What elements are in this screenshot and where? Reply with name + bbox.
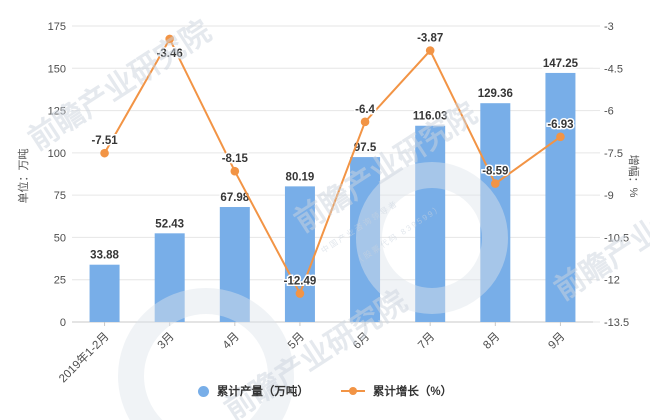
trend-point [491, 179, 500, 188]
right-axis-tick-label: -13.5 [604, 317, 629, 329]
legend-item-growth[interactable]: 累计增长（%） [340, 383, 453, 399]
legend-label-growth: 累计增长（%） [372, 386, 453, 398]
x-axis-tick-label: 9月 [546, 331, 567, 352]
legend-item-production[interactable]: 累计产量（万吨） [197, 383, 309, 399]
trend-point [165, 34, 174, 44]
right-axis-tick-label: -6 [604, 106, 614, 118]
x-axis-tick-label: 5月 [286, 331, 307, 352]
bar [89, 264, 120, 322]
right-axis-tick-label: -7.5 [604, 148, 623, 160]
x-axis-tick-label: 7月 [416, 331, 437, 352]
right-axis-tick-label: -10.5 [604, 232, 629, 244]
right-axis-title: 增幅：% [627, 154, 639, 198]
bar [415, 125, 446, 322]
bar [480, 103, 511, 322]
bar-value-label: 33.88 [90, 250, 119, 262]
trend-point [230, 166, 240, 176]
bar [284, 186, 315, 322]
left-axis-title: 单位：万吨 [18, 148, 30, 204]
trend-value-label: -3.46 [157, 48, 183, 60]
trend-point [425, 46, 435, 55]
trend-point [295, 289, 305, 298]
right-axis-tick-label: -3 [604, 21, 614, 33]
left-axis-tick-label: 150 [48, 63, 66, 75]
legend: 累计产量（万吨） 累计增长（%） [0, 383, 650, 399]
bar-value-label: 80.19 [286, 171, 315, 183]
x-axis-tick-label: 3月 [156, 331, 177, 352]
right-axis-tick-label: -9 [604, 190, 614, 202]
bar-value-label: 147.25 [543, 58, 579, 70]
left-axis-tick-label: 125 [48, 106, 66, 118]
trend-value-label: -7.51 [91, 135, 118, 147]
trend-point [100, 148, 109, 158]
x-axis-tick-label: 4月 [221, 331, 242, 352]
bar [350, 157, 381, 322]
trend-line [103, 36, 562, 296]
left-axis-tick-label: 50 [54, 232, 66, 244]
trend-value-label: -8.15 [222, 153, 249, 165]
bar [154, 233, 185, 322]
x-axis-tick-label: 2019年1-2月 [56, 329, 112, 385]
trend-point [556, 132, 565, 142]
legend-label-production: 累计产量（万吨） [216, 386, 309, 398]
bar-value-label: 116.03 [413, 111, 448, 123]
trend-value-label: -6.4 [355, 104, 375, 116]
right-axis-tick-label: -4.5 [604, 63, 623, 75]
bar-value-label: 97.5 [354, 142, 377, 154]
right-axis-tick-label: -12 [604, 275, 620, 287]
x-axis-tick-label: 6月 [351, 331, 372, 352]
left-axis-tick-label: 100 [48, 148, 66, 160]
left-axis-tick-label: 25 [54, 275, 66, 287]
bar [219, 207, 250, 322]
trend-value-label: -8.59 [482, 166, 508, 178]
trend-value-label: -12.49 [284, 276, 317, 288]
line-series-swatch-icon [340, 386, 365, 397]
x-axis-tick-label: 8月 [481, 331, 502, 352]
left-axis-tick-label: 75 [54, 190, 66, 202]
bar-value-label: 52.43 [155, 218, 184, 230]
bar [545, 72, 576, 323]
trend-value-label: -6.93 [547, 119, 573, 131]
left-axis-tick-label: 0 [60, 317, 66, 329]
trend-value-label: -3.87 [417, 33, 443, 45]
trend-point [360, 117, 370, 127]
bar-value-label: 129.36 [478, 88, 513, 100]
bar-series-swatch-icon [197, 385, 209, 397]
bar-value-label: 67.98 [220, 192, 249, 204]
left-axis-tick-label: 175 [48, 21, 66, 33]
